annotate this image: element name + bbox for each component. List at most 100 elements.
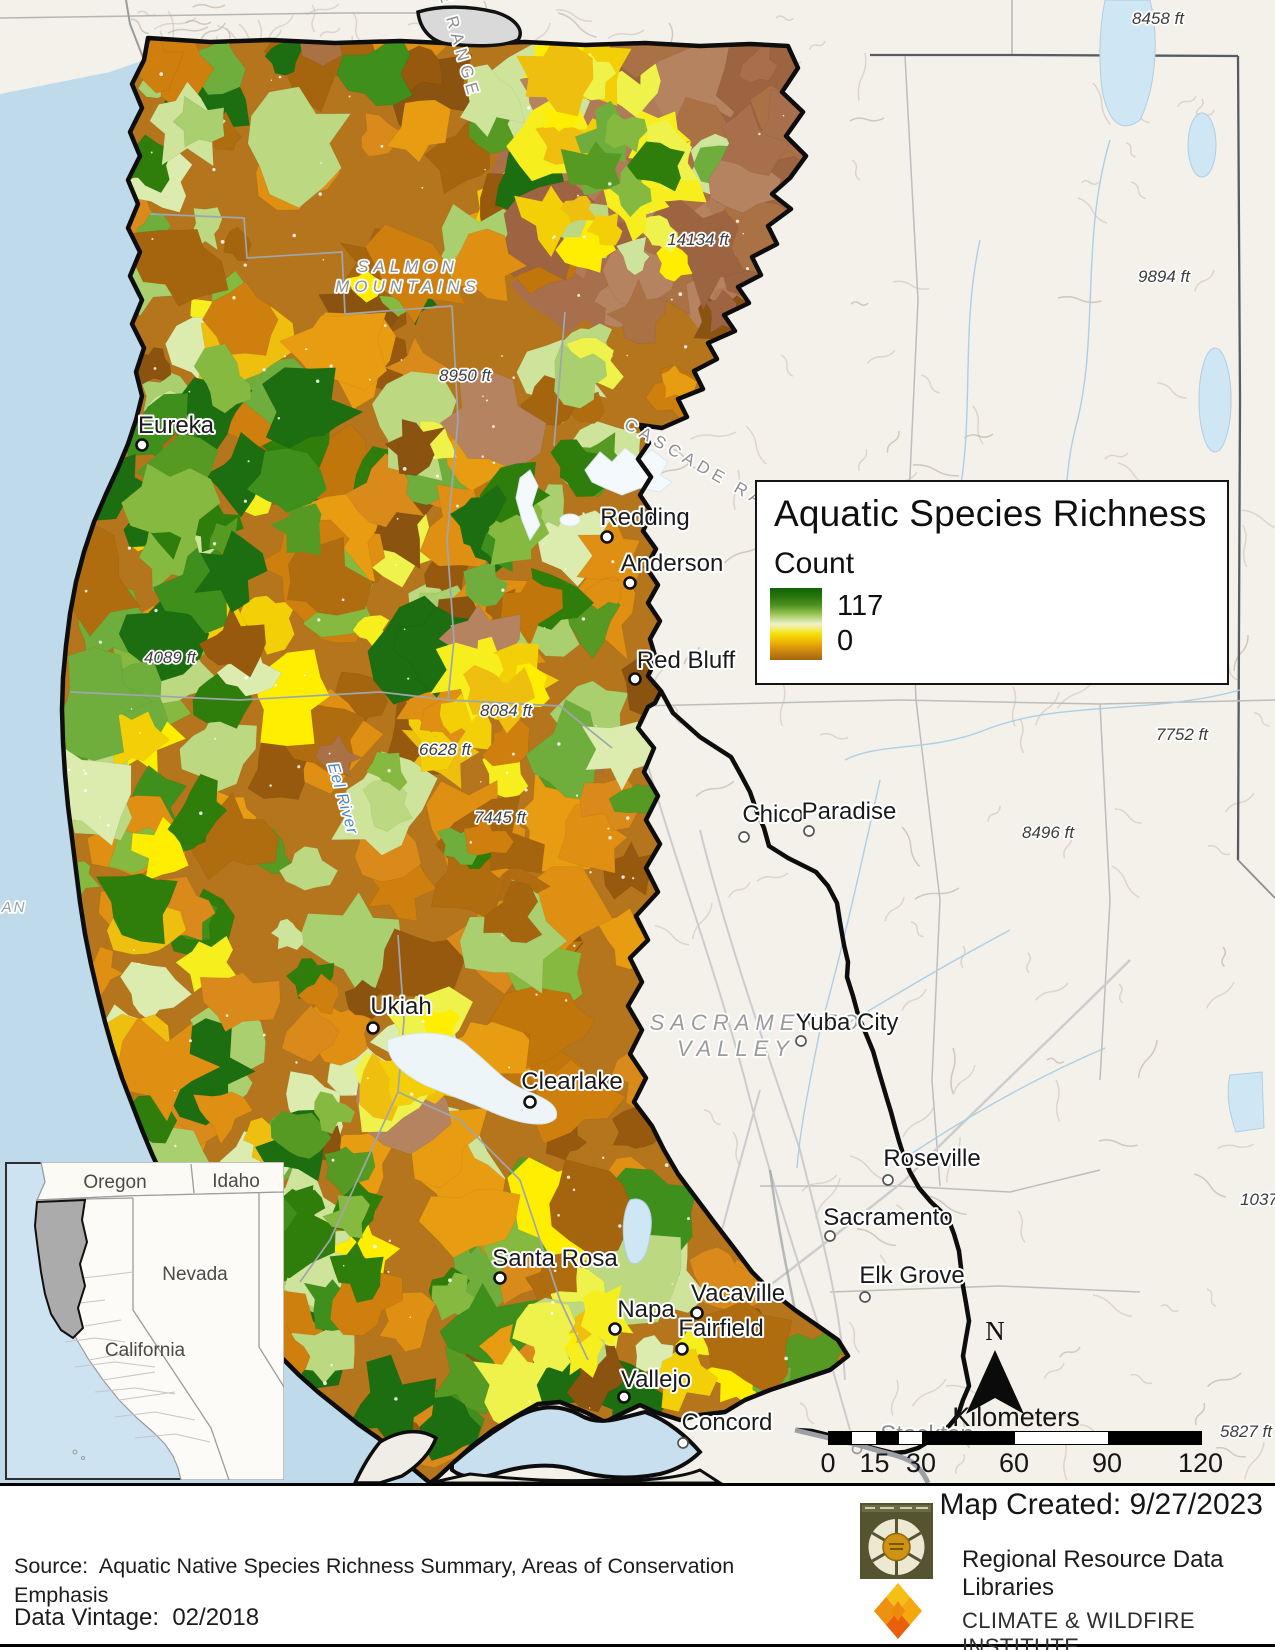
scale-bar-segment — [898, 1432, 922, 1444]
city-marker-elk-grove — [859, 1291, 871, 1303]
city-label-yuba-city: Yuba City — [796, 1009, 899, 1036]
source-line1: Source: Aquatic Native Species Richness … — [14, 1554, 741, 1608]
lake-tahoe — [1227, 1071, 1265, 1133]
city-marker-redding — [600, 530, 614, 544]
bay-south-land — [429, 1468, 723, 1483]
city-marker-vacaville — [690, 1306, 704, 1320]
salmon-mountains-2: MOUNTAINS — [335, 277, 481, 296]
scale-bar-segment — [829, 1432, 853, 1444]
scale-bar-bar — [828, 1431, 1202, 1445]
city-marker-chico — [738, 831, 750, 843]
org-name-rrdl: Regional Resource Data Libraries — [962, 1546, 1224, 1601]
ocean-label-fragment: AN — [1, 899, 27, 916]
city-label-red-bluff: Red Bluff — [637, 647, 736, 674]
legend-title: Aquatic Species Richness — [774, 493, 1207, 534]
city-label-anderson: Anderson — [621, 550, 724, 577]
city-label-concord: Concord — [682, 1409, 773, 1436]
elevation-label: 5827 ft — [1220, 1422, 1273, 1441]
elevation-label: 6628 ft — [419, 740, 472, 759]
san-pablo-bay — [450, 1405, 703, 1480]
trinity-lake — [515, 469, 541, 542]
elevation-label: 7445 ft — [474, 808, 527, 827]
city-labels: Eureka Redding Anderson Red Bluff ChicoParad… — [135, 410, 983, 1455]
inset-label-california: California — [105, 1340, 186, 1361]
watershed-patches — [62, 38, 848, 1469]
legend: Aquatic Species Richness Count 117 0 — [755, 480, 1229, 685]
city-label-eureka: Eureka — [138, 412, 215, 439]
city-label-santa-rosa: Santa Rosa — [492, 1245, 618, 1272]
scale-bar-segment — [1108, 1432, 1201, 1444]
elevation-label: 14134 ft — [667, 230, 730, 249]
marin-peninsula — [353, 1429, 439, 1483]
legend-subtitle: Count — [774, 547, 855, 580]
city-marker-concord — [677, 1437, 689, 1449]
goose-lake — [1099, 0, 1156, 127]
regional-resource-data-libraries-logo — [860, 1503, 933, 1579]
main-map[interactable]: CADE RANGE SALMON MOUNTAINS CASCADE RAN Eel … — [0, 0, 1275, 1483]
legend-gradient-ramp — [770, 588, 822, 660]
elevation-label: 1037 — [1240, 1190, 1275, 1209]
city-label-clearlake: Clearlake — [521, 1068, 622, 1095]
inset-study-area — [33, 1198, 89, 1340]
city-marker-vallejo — [617, 1390, 631, 1404]
elevation-label: 8084 ft — [480, 701, 533, 720]
clear-lake — [387, 1032, 558, 1125]
city-marker-eureka — [135, 438, 149, 452]
city-marker-clearlake — [523, 1095, 537, 1109]
scale-bar-tick: 30 — [905, 1448, 937, 1478]
city-marker-santa-rosa — [493, 1271, 507, 1285]
inset-label-oregon: Oregon — [83, 1172, 146, 1193]
scale-bar-tick: 0 — [820, 1448, 836, 1478]
city-label-vallejo: Vallejo — [621, 1366, 691, 1393]
city-marker-fairfield — [675, 1342, 689, 1356]
footer: Source: Aquatic Native Species Richness … — [0, 1483, 1275, 1650]
inset-label-nevada: Nevada — [162, 1264, 228, 1285]
scale-bar-segment — [1015, 1432, 1108, 1444]
city-marker-yuba-city — [795, 1035, 807, 1047]
city-label-roseville: Roseville — [883, 1145, 980, 1172]
pacific-ocean — [0, 60, 430, 1483]
org-name-cwi: CLIMATE & WILDFIRE INSTITUTE — [962, 1608, 1195, 1650]
eagle-lake — [1198, 347, 1232, 453]
city-label-fairfield: Fairfield — [678, 1315, 763, 1342]
north-arrow: N — [958, 1316, 1032, 1418]
study-lakes — [387, 447, 673, 1264]
city-label-sacramento: Sacramento — [823, 1204, 952, 1231]
city-marker-ukiah — [366, 1021, 380, 1035]
elevation-label: 7752 ft — [1156, 725, 1209, 744]
sacramento-valley-2: VALLEY — [677, 1036, 795, 1061]
elevation-label: 9894 ft — [1138, 267, 1191, 286]
inset-label-idaho: Idaho — [212, 1171, 260, 1192]
scale-bar-tick: 90 — [1091, 1448, 1123, 1478]
scale-bar-tick: 15 — [859, 1448, 890, 1478]
city-label-vacaville: Vacaville — [691, 1280, 785, 1307]
legend-min-value: 0 — [837, 625, 854, 657]
scale-bar-tick: 120 — [1178, 1448, 1224, 1478]
city-label-paradise: Paradise — [802, 798, 897, 825]
city-marker-sacramento — [824, 1230, 836, 1242]
upper-lake — [416, 5, 522, 48]
scale-bar-segment — [922, 1432, 1015, 1444]
north-arrow-label: N — [985, 1316, 1005, 1346]
scale-bar: Kilometers 0 15 30 60 90 120 — [820, 1402, 1230, 1478]
sacramento-valley-1: SACRAMENTO — [650, 1010, 865, 1035]
city-marker-anderson — [623, 576, 637, 590]
salmon-mountains-1: SALMON — [357, 257, 459, 276]
elevation-labels: 8458 ft 9894 ft 14134 ft 8950 ft 4089 ft 8084… — [142, 7, 1275, 1442]
study-area-boundary — [59, 35, 851, 1483]
scale-bar-segment — [852, 1432, 876, 1444]
elevation-label: 8496 ft — [1022, 823, 1075, 842]
city-label-ukiah: Ukiah — [370, 993, 431, 1020]
inset-map: Oregon Idaho Nevada California — [5, 1162, 284, 1480]
city-marker-paradise — [803, 825, 815, 837]
source-attribution: Source: Aquatic Native Species Richness … — [14, 1494, 794, 1650]
elevation-label: 8458 ft — [1132, 9, 1185, 28]
city-marker-red-bluff — [628, 672, 642, 686]
north-arrow-icon — [966, 1350, 1024, 1414]
scale-bar-units: Kilometers — [952, 1402, 1080, 1432]
scale-bar-segment — [875, 1432, 899, 1444]
data-vintage: Data Vintage: 02/2018 — [14, 1604, 260, 1631]
lake-berryessa — [622, 1198, 652, 1264]
